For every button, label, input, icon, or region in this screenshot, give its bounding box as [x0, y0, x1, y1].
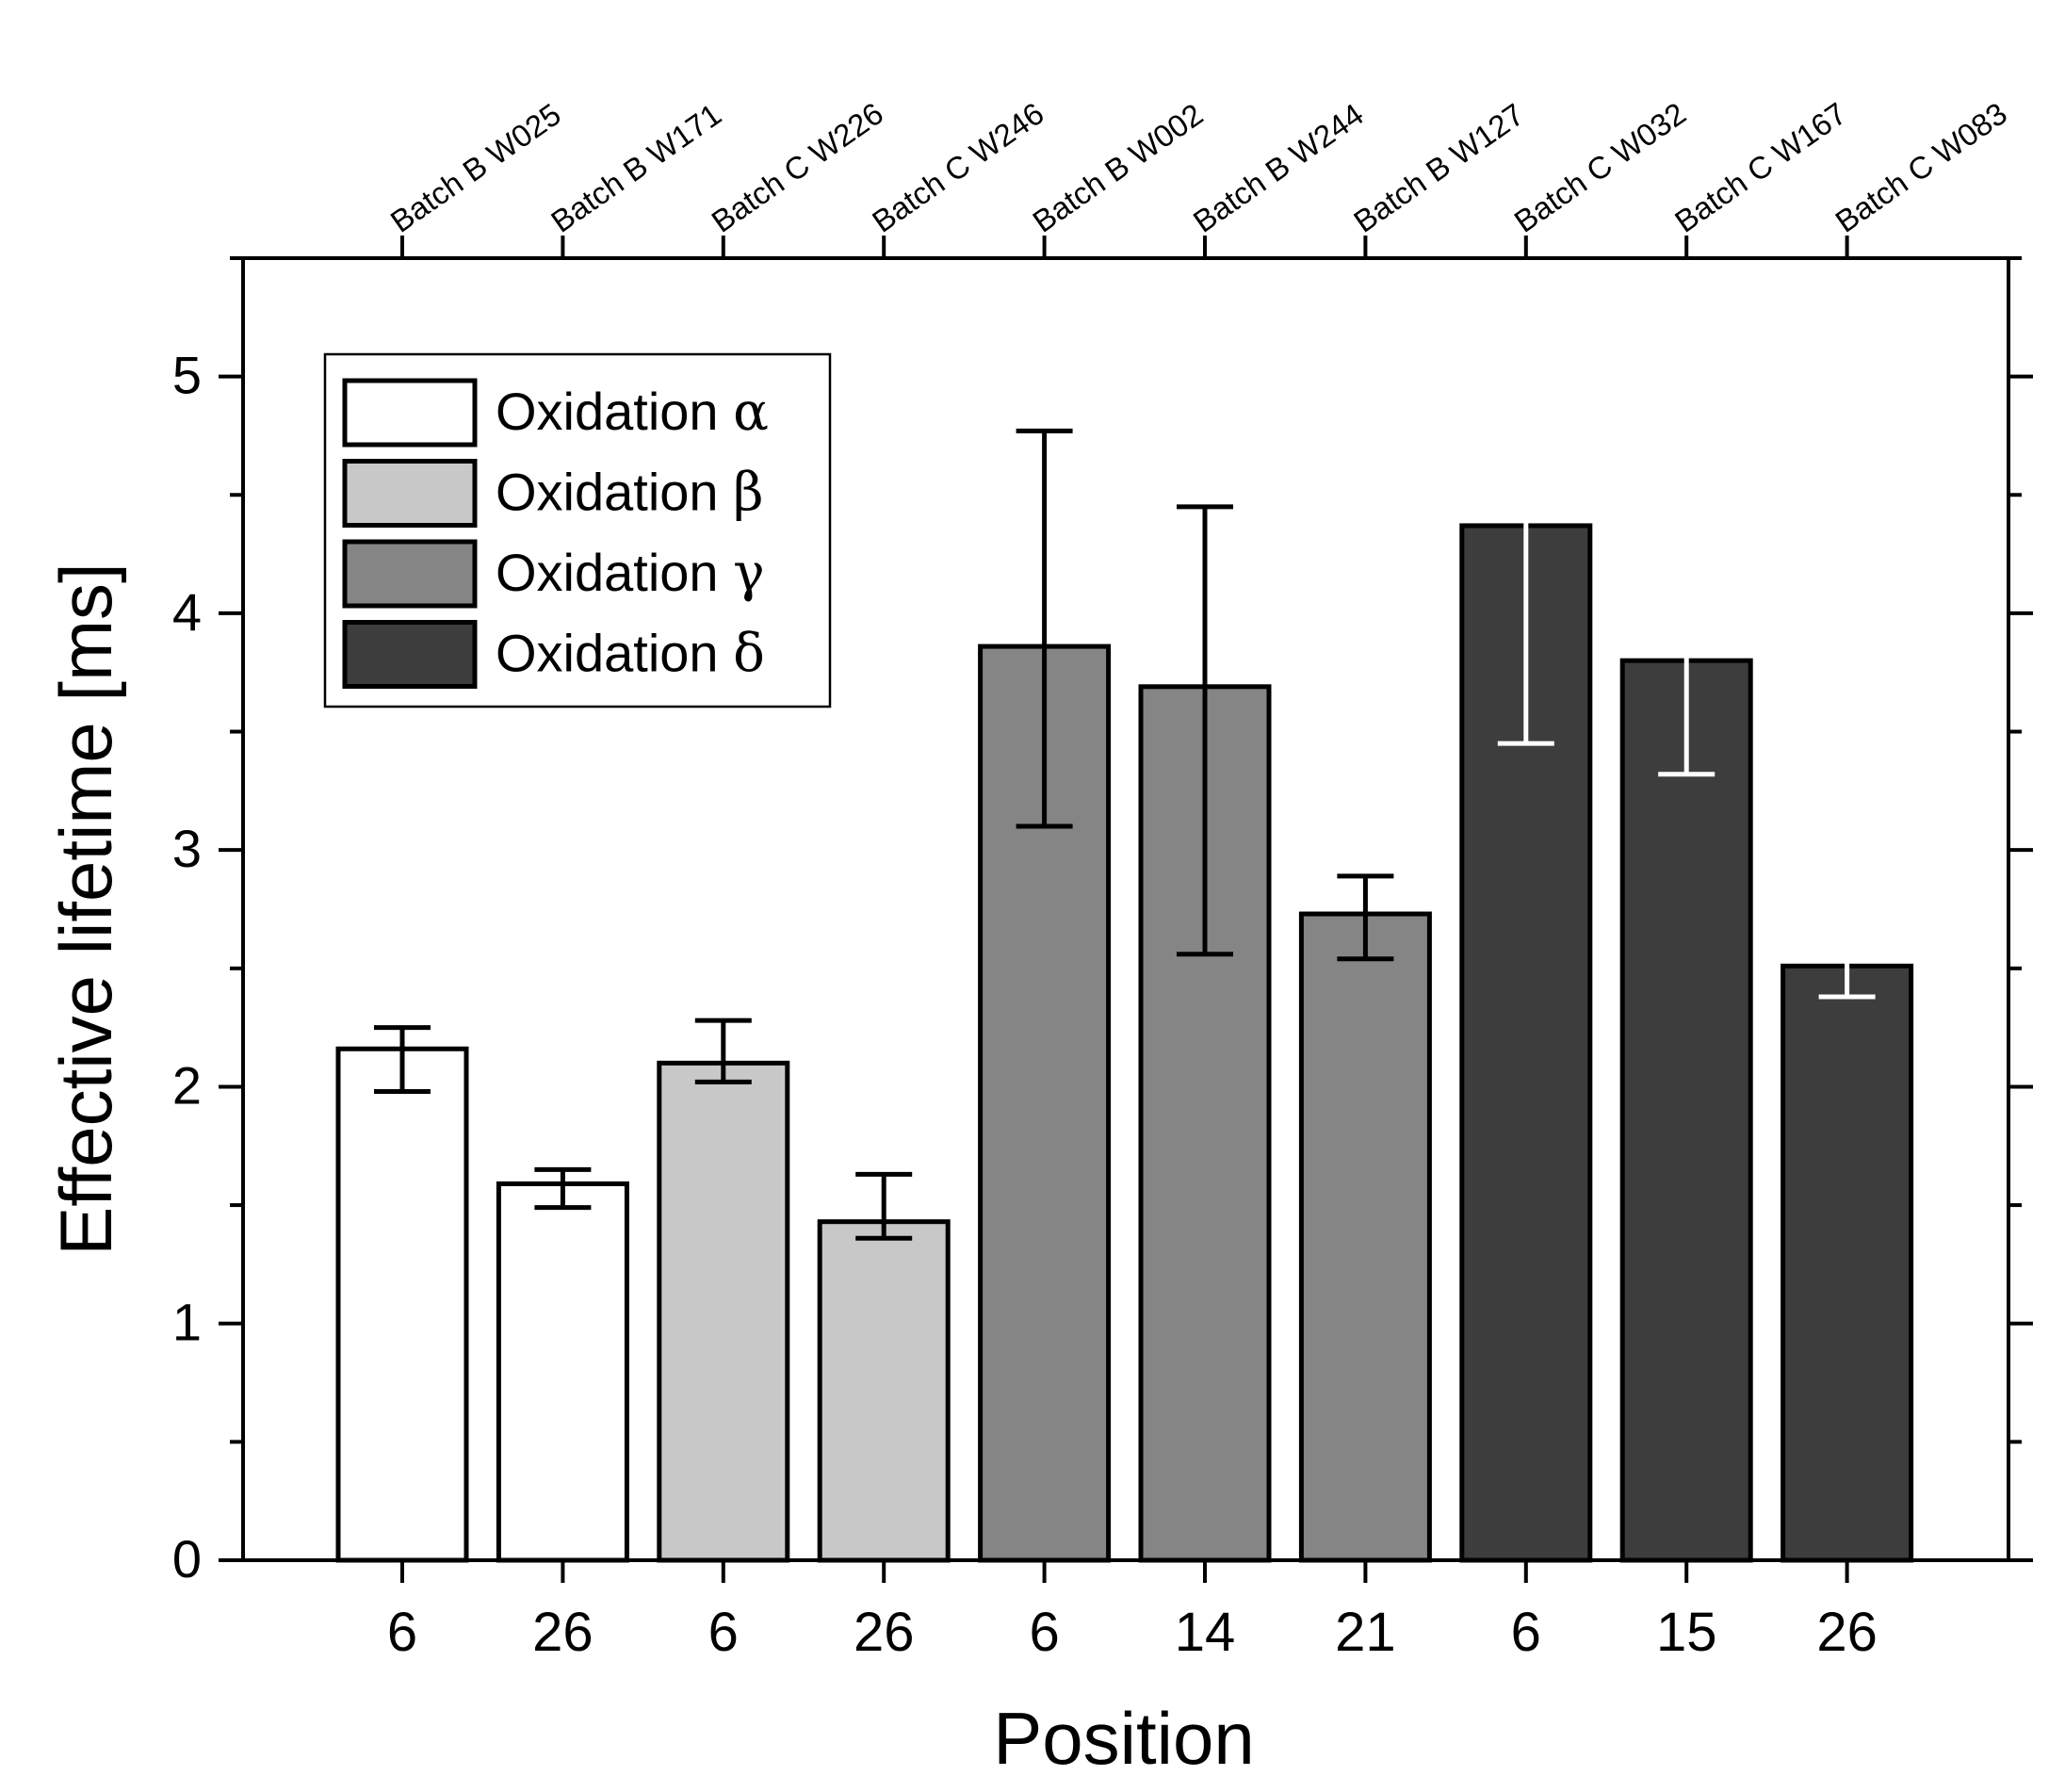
bar — [817, 1219, 951, 1563]
legend-label: Oxidation δ — [496, 624, 765, 685]
bar — [496, 1181, 629, 1563]
bar — [657, 1060, 790, 1563]
x-tick-label: 26 — [1816, 1602, 1878, 1663]
top-axis-label: Batch C W167 — [1668, 95, 1853, 238]
top-axis-label: Batch C W083 — [1829, 95, 2013, 238]
x-tick-label: 26 — [532, 1602, 594, 1663]
bar — [1298, 911, 1432, 1563]
top-axis-label: Batch B W002 — [1026, 96, 1209, 238]
error-bars-layer — [374, 310, 1876, 1241]
legend-label: Oxidation β — [496, 463, 764, 524]
legend-swatch — [342, 378, 478, 448]
x-tick-label: 6 — [387, 1602, 417, 1663]
x-tick-label: 14 — [1175, 1602, 1236, 1663]
x-tick-label: 15 — [1656, 1602, 1717, 1663]
legend-label-greek: α — [733, 382, 769, 443]
legend-swatch — [342, 459, 478, 528]
x-tick-label: 6 — [1511, 1602, 1541, 1663]
y-axis-title: Effective lifetime [ms] — [44, 562, 127, 1255]
y-tick-label: 0 — [172, 1529, 202, 1588]
top-axis-label: Batch B W127 — [1347, 96, 1530, 238]
legend-label-greek: γ — [733, 543, 764, 604]
x-tick-label: 26 — [854, 1602, 915, 1663]
top-axis-label: Batch C W246 — [866, 95, 1050, 238]
plot-frame — [241, 256, 2010, 1562]
y-tick-label: 5 — [172, 346, 202, 405]
bar — [1781, 963, 1914, 1563]
top-axis-label: Batch C W226 — [706, 95, 890, 238]
top-axis-label: Batch B W025 — [384, 96, 567, 238]
top-axis-label: Batch B W244 — [1187, 96, 1370, 238]
legend-swatch — [342, 620, 478, 689]
legend-swatch — [342, 539, 478, 609]
y-tick-label: 2 — [172, 1055, 202, 1115]
legend-label-text: Oxidation — [496, 382, 733, 441]
axis-ticks — [219, 236, 2033, 1583]
x-tick-label: 6 — [1029, 1602, 1059, 1663]
legend-label-greek: δ — [733, 624, 765, 685]
y-tick-label: 4 — [172, 582, 202, 642]
legend-label: Oxidation γ — [496, 543, 765, 604]
bar — [335, 1046, 469, 1563]
legend-label-text: Oxidation — [496, 624, 733, 683]
y-tick-label: 3 — [172, 819, 202, 878]
x-tick-label: 21 — [1335, 1602, 1396, 1663]
top-axis-label: Batch B W171 — [545, 96, 727, 238]
legend-label-greek: β — [733, 463, 763, 524]
y-tick-label: 1 — [172, 1293, 202, 1352]
top-axis-label: Batch C W032 — [1508, 95, 1693, 238]
legend-label-text: Oxidation — [496, 543, 733, 602]
bar — [1619, 658, 1753, 1563]
legend-label-text: Oxidation — [496, 463, 733, 522]
x-axis-title: Position — [993, 1697, 1255, 1780]
x-tick-label: 6 — [708, 1602, 739, 1663]
legend-label: Oxidation α — [496, 382, 769, 443]
